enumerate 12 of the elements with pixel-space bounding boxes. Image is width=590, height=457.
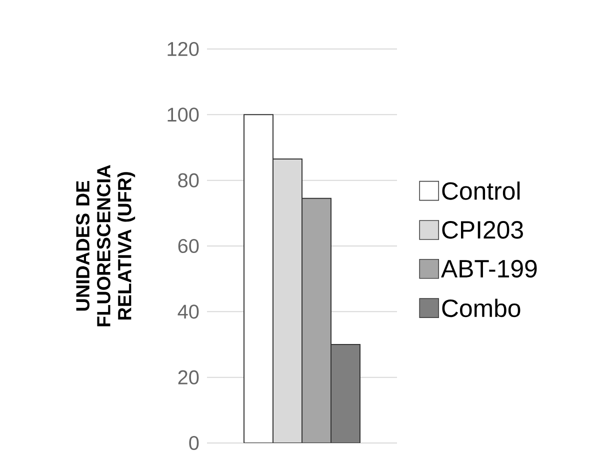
legend-label: CPI203 (442, 221, 523, 239)
y-axis-title: UNIDADES DE FLUORESCENCIA RELATIVA (UFR) (76, 165, 136, 326)
y-tick-label: 0 (189, 436, 199, 450)
legend-label: ABT-199 (441, 260, 537, 278)
y-tick-label: 80 (178, 173, 199, 188)
text: Control (442, 182, 520, 200)
y-tick-label: 20 (178, 370, 199, 384)
legend-label: Combo (442, 298, 520, 318)
y-tick-label: 60 (178, 238, 199, 254)
y-tick-label: 100 (168, 108, 199, 122)
y-tick-label: 40 (178, 304, 199, 319)
y-tick-label: 120 (168, 42, 199, 56)
